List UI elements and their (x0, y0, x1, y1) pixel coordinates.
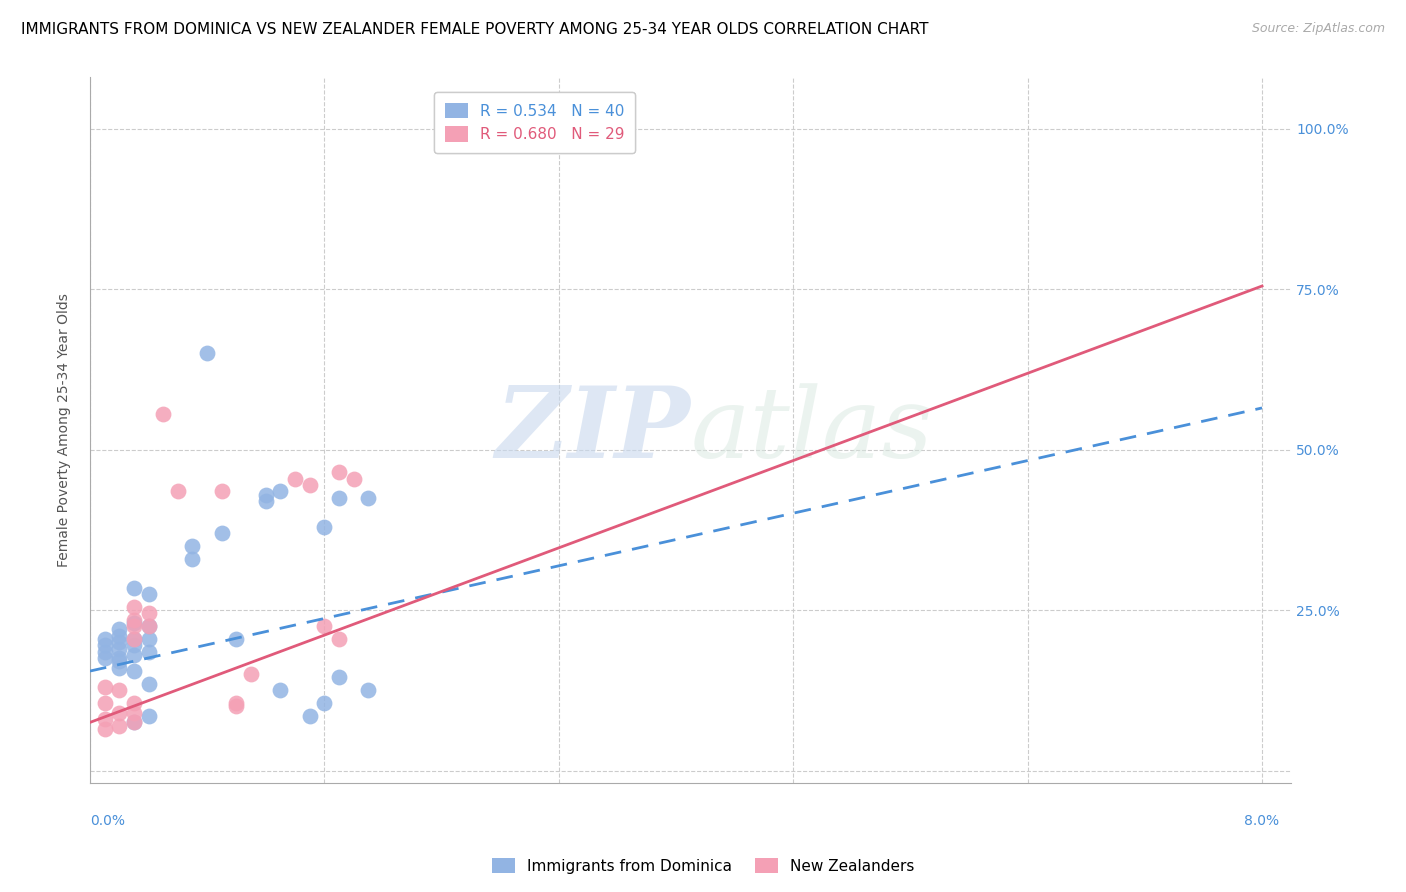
Point (108, 651, 131, 665)
Point (108, 623, 131, 637)
Point (93, 651, 115, 665)
Point (152, 408, 174, 422)
Point (328, 671, 350, 685)
Text: ZIP: ZIP (496, 382, 690, 479)
Point (138, 619, 160, 633)
Point (93, 722, 115, 736)
Point (108, 706, 131, 720)
Point (122, 706, 145, 720)
Legend: R = 0.534   N = 40, R = 0.680   N = 29: R = 0.534 N = 40, R = 0.680 N = 29 (434, 92, 636, 153)
Point (138, 677, 160, 691)
Point (138, 619, 160, 633)
Point (314, 519, 336, 533)
Point (138, 645, 160, 659)
Point (138, 607, 160, 621)
Point (181, 539, 204, 553)
Point (122, 632, 145, 646)
Point (138, 632, 160, 646)
Point (298, 478, 321, 492)
Point (298, 709, 321, 723)
Point (108, 641, 131, 656)
Point (328, 632, 350, 646)
Point (93, 696, 115, 710)
Point (1324, 121, 1347, 136)
Point (269, 683, 291, 698)
Point (195, 346, 218, 360)
Text: atlas: atlas (690, 383, 934, 478)
Point (314, 619, 336, 633)
Point (225, 632, 247, 646)
Point (166, 484, 188, 499)
Point (211, 526, 233, 541)
Y-axis label: Female Poverty Among 25-34 Year Olds: Female Poverty Among 25-34 Year Olds (58, 293, 72, 567)
Point (357, 683, 380, 698)
Point (328, 491, 350, 505)
Point (122, 599, 145, 614)
Point (122, 613, 145, 627)
Point (93, 680, 115, 694)
Text: Source: ZipAtlas.com: Source: ZipAtlas.com (1251, 22, 1385, 36)
Point (108, 655, 131, 669)
Point (93, 645, 115, 659)
Point (254, 494, 277, 508)
Point (357, 491, 380, 505)
Point (108, 683, 131, 698)
Point (328, 465, 350, 479)
Point (343, 471, 366, 485)
Point (314, 696, 336, 710)
Point (138, 709, 160, 723)
Point (122, 664, 145, 678)
Point (122, 581, 145, 595)
Point (225, 699, 247, 714)
Legend: Immigrants from Dominica, New Zealanders: Immigrants from Dominica, New Zealanders (485, 852, 921, 880)
Point (122, 615, 145, 630)
Point (108, 629, 131, 643)
Point (138, 587, 160, 601)
Point (122, 648, 145, 662)
Point (108, 718, 131, 732)
Point (122, 632, 145, 646)
Point (93, 632, 115, 646)
Point (122, 715, 145, 730)
Point (122, 696, 145, 710)
Point (122, 715, 145, 730)
Point (269, 484, 291, 499)
Point (254, 487, 277, 501)
Point (122, 619, 145, 633)
Point (93, 639, 115, 653)
Text: IMMIGRANTS FROM DOMINICA VS NEW ZEALANDER FEMALE POVERTY AMONG 25-34 YEAR OLDS C: IMMIGRANTS FROM DOMINICA VS NEW ZEALANDE… (21, 22, 928, 37)
Point (240, 667, 263, 681)
Point (108, 635, 131, 649)
Point (284, 471, 307, 485)
Point (225, 696, 247, 710)
Point (181, 551, 204, 566)
Point (122, 639, 145, 653)
Text: 8.0%: 8.0% (1244, 814, 1279, 828)
Point (211, 484, 233, 499)
Point (108, 661, 131, 675)
Text: 0.0%: 0.0% (90, 814, 125, 828)
Point (93, 712, 115, 726)
